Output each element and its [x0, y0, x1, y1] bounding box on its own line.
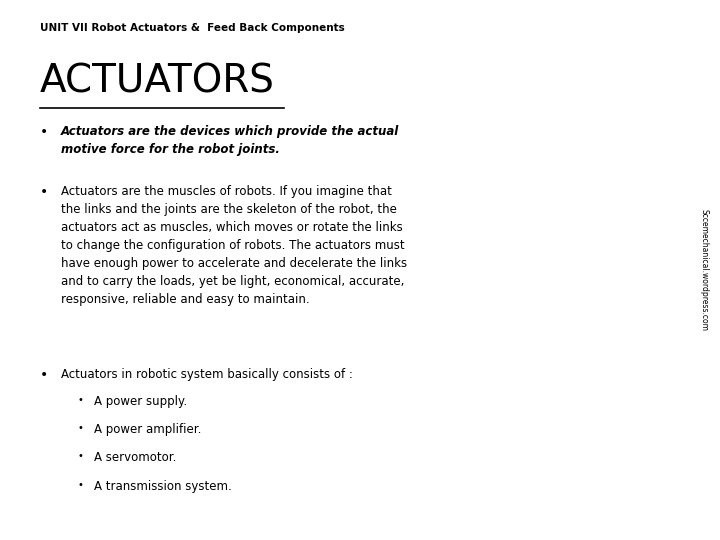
Text: •: • [40, 185, 48, 199]
Text: A power amplifier.: A power amplifier. [94, 423, 201, 436]
Text: A transmission system.: A transmission system. [94, 480, 231, 492]
Text: Sccemechanical.wordpress.com: Sccemechanical.wordpress.com [700, 209, 708, 331]
Text: •: • [78, 480, 84, 490]
Text: Actuators are the devices which provide the actual
motive force for the robot jo: Actuators are the devices which provide … [61, 125, 400, 156]
Text: •: • [40, 368, 48, 382]
Text: •: • [78, 423, 84, 434]
Text: •: • [78, 395, 84, 406]
Text: •: • [78, 451, 84, 462]
Text: UNIT VII Robot Actuators &  Feed Back Components: UNIT VII Robot Actuators & Feed Back Com… [40, 23, 344, 33]
Text: Actuators are the muscles of robots. If you imagine that
the links and the joint: Actuators are the muscles of robots. If … [61, 185, 408, 306]
Text: •: • [40, 125, 48, 139]
Text: A power supply.: A power supply. [94, 395, 186, 408]
Text: A servomotor.: A servomotor. [94, 451, 176, 464]
Text: Actuators in robotic system basically consists of :: Actuators in robotic system basically co… [61, 368, 353, 381]
Text: ACTUATORS: ACTUATORS [40, 62, 274, 100]
